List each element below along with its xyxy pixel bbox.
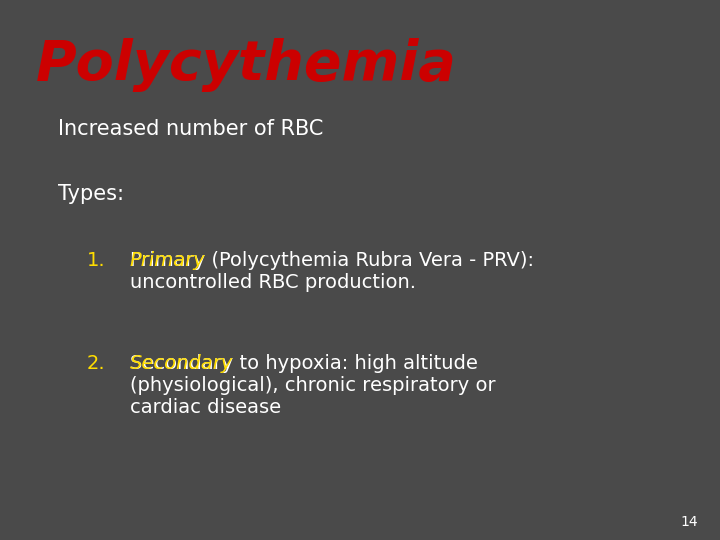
Text: 2.: 2. bbox=[86, 354, 105, 373]
Ellipse shape bbox=[486, 448, 720, 540]
Text: Increased number of RBC: Increased number of RBC bbox=[58, 119, 323, 139]
Text: Primary: Primary bbox=[130, 251, 205, 270]
Text: Secondary to hypoxia: high altitude
(physiological), chronic respiratory or
card: Secondary to hypoxia: high altitude (phy… bbox=[130, 354, 495, 417]
Text: 14: 14 bbox=[681, 515, 698, 529]
Ellipse shape bbox=[432, 470, 720, 540]
Text: Secondary: Secondary bbox=[130, 354, 233, 373]
Ellipse shape bbox=[450, 0, 720, 540]
Text: Primary (Polycythemia Rubra Vera - PRV):
uncontrolled RBC production.: Primary (Polycythemia Rubra Vera - PRV):… bbox=[130, 251, 534, 292]
Text: 1.: 1. bbox=[86, 251, 105, 270]
Text: Types:: Types: bbox=[58, 184, 124, 204]
Text: Polycythemia: Polycythemia bbox=[36, 38, 457, 92]
Ellipse shape bbox=[212, 0, 720, 540]
